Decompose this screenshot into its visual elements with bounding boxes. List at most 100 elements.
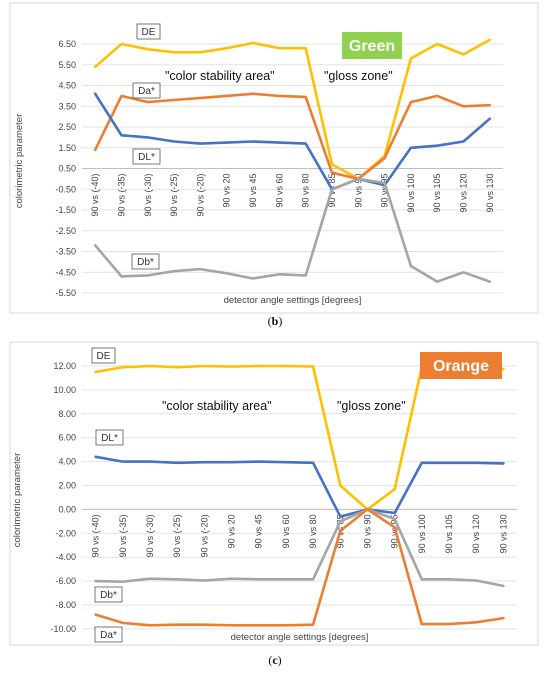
x-tick-label: 90 vs (-20) xyxy=(195,173,205,216)
title-badge xyxy=(342,32,402,59)
x-tick-label: 90 vs 105 xyxy=(432,174,442,213)
y-tick-label: 1.50 xyxy=(58,143,76,153)
series-label-db-star: Db* xyxy=(131,253,160,270)
series-label-text: Db* xyxy=(100,590,117,601)
x-tick-label: 90 vs (-40) xyxy=(90,173,100,216)
series-label-de: DE xyxy=(136,23,161,40)
x-axis-label: detector angle settings [degrees] xyxy=(231,632,369,643)
annotation-gloss-zone: "gloss zone" xyxy=(337,399,406,413)
series-label-text: Da* xyxy=(100,630,117,641)
figure-caption: (b) xyxy=(268,314,283,328)
y-tick-label: -2.00 xyxy=(55,528,76,538)
x-tick-label: 90 vs 60 xyxy=(274,174,284,208)
y-tick-label: -5.50 xyxy=(55,288,76,298)
y-tick-label: 0.50 xyxy=(58,164,76,174)
y-tick-label: 4.00 xyxy=(58,457,76,467)
y-tick-label: 6.00 xyxy=(58,433,76,443)
x-tick-label: 90 vs 45 xyxy=(254,514,264,548)
series-label-de: DE xyxy=(91,347,116,364)
series-label-box xyxy=(95,429,124,446)
y-tick-label: 8.00 xyxy=(58,409,76,419)
x-tick-label: 90 vs (-20) xyxy=(199,514,209,557)
y-tick-label: 10.00 xyxy=(53,385,76,395)
y-tick-label: 0.00 xyxy=(58,504,76,514)
x-tick-label: 90 vs (-25) xyxy=(172,514,182,557)
series-label-box xyxy=(91,347,116,364)
series-label-dl-star: DL* xyxy=(95,429,124,446)
y-tick-label: -6.00 xyxy=(55,576,76,586)
series-label-box xyxy=(132,82,161,99)
x-tick-label: 90 vs (-25) xyxy=(169,173,179,216)
series-label-box xyxy=(132,148,161,165)
x-tick-label: 90 vs 20 xyxy=(227,514,237,548)
x-tick-label: 90 vs 130 xyxy=(498,514,508,553)
chart-frame xyxy=(9,341,539,646)
x-tick-label: 90 vs (-35) xyxy=(118,514,128,557)
series-label-text: Da* xyxy=(138,86,155,97)
x-tick-label: 90 vs (-40) xyxy=(91,514,101,557)
series-label-text: DE xyxy=(97,351,111,362)
x-tick-label: 90 vs 80 xyxy=(301,174,311,208)
y-axis-label: colorimetric parameter xyxy=(14,114,25,209)
x-tick-label: 90 vs (-35) xyxy=(116,173,126,216)
y-axis-label: colorimetric parameter xyxy=(12,453,23,548)
series-label-da-star: Da* xyxy=(94,626,123,643)
x-tick-label: 90 vs 90 xyxy=(362,514,372,548)
series-label-text: DE xyxy=(142,27,156,38)
y-tick-label: -1.50 xyxy=(55,205,76,215)
annotation-gloss-zone: "gloss zone" xyxy=(324,69,393,83)
series-line-dl-star xyxy=(94,455,505,518)
y-tick-label: -4.00 xyxy=(55,552,76,562)
series-line-da-star xyxy=(94,508,505,627)
series-line-da-star xyxy=(93,92,492,181)
series-line-de xyxy=(93,38,492,181)
chart-title: Orange xyxy=(433,358,489,375)
series-label-box xyxy=(94,586,123,603)
x-tick-label: 90 vs 20 xyxy=(222,174,232,208)
series-line-db-star xyxy=(94,508,505,588)
x-tick-label: 90 vs 100 xyxy=(406,174,416,213)
series-label-da-star: Da* xyxy=(132,82,161,99)
series-label-box xyxy=(94,626,123,643)
x-tick-label: 90 vs 120 xyxy=(459,174,469,213)
x-tick-label: 90 vs 60 xyxy=(281,514,291,548)
y-tick-label: 12.00 xyxy=(53,361,76,371)
x-tick-label: 90 vs 105 xyxy=(444,514,454,553)
x-axis-label: detector angle settings [degrees] xyxy=(224,295,362,306)
y-tick-label: 6.50 xyxy=(58,39,76,49)
series-line-db-star xyxy=(93,177,492,283)
y-tick-label: -10.00 xyxy=(50,624,76,634)
y-tick-label: 2.00 xyxy=(58,481,76,491)
figure-caption: (c) xyxy=(268,653,281,667)
y-tick-label: 3.50 xyxy=(58,101,76,111)
x-tick-label: 90 vs 130 xyxy=(485,174,495,213)
series-label-text: DL* xyxy=(101,433,118,444)
series-label-text: DL* xyxy=(138,152,155,163)
series-label-db-star: Db* xyxy=(94,586,123,603)
annotation-color-stability: "color stability area" xyxy=(165,69,275,83)
y-tick-label: -8.00 xyxy=(55,600,76,610)
chart-panel-orange: 12.00 10.00 8.00 6.00 4.00 2.00 0.00 -2.00 -4.00… xyxy=(9,341,539,667)
x-tick-label: 90 vs 100 xyxy=(417,514,427,553)
y-tick-label: -4.50 xyxy=(55,267,76,277)
x-tick-label: 90 vs 80 xyxy=(308,514,318,548)
series-label-box xyxy=(131,253,160,270)
series-line-dl-star xyxy=(93,92,492,191)
y-tick-label: -0.50 xyxy=(55,184,76,194)
x-tick-label: 90 vs 120 xyxy=(471,514,481,553)
x-tick-label: 90 vs 45 xyxy=(248,174,258,208)
y-tick-label: 2.50 xyxy=(58,122,76,132)
y-tick-label: 5.50 xyxy=(58,60,76,70)
chart-panel-green: 6.50 5.50 4.50 3.50 2.50 1.50 0.50 -0.50 -1.50 -2… xyxy=(9,2,539,328)
series-label-box xyxy=(136,23,161,40)
chart-frame xyxy=(9,2,539,314)
chart-title: Green xyxy=(349,38,395,55)
title-badge xyxy=(420,352,502,379)
y-tick-label: -2.50 xyxy=(55,226,76,236)
series-label-dl-star: DL* xyxy=(132,148,161,165)
x-tick-label: 90 vs (-30) xyxy=(145,514,155,557)
x-tick-label: 90 vs (-30) xyxy=(143,173,153,216)
series-label-text: Db* xyxy=(137,257,154,268)
y-tick-label: 4.50 xyxy=(58,81,76,91)
